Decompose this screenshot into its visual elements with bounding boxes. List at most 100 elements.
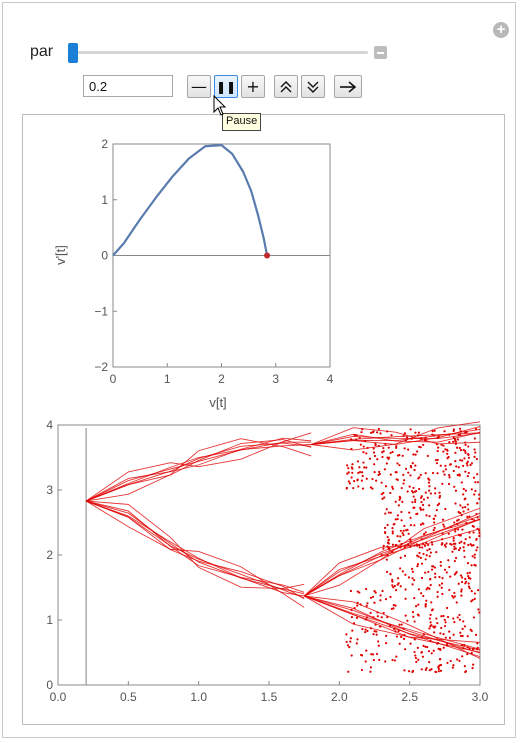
scatter-point	[443, 624, 447, 628]
scatter-point	[405, 436, 409, 439]
pause-button[interactable]: ❚❚	[214, 75, 238, 98]
scatter-point	[445, 571, 448, 574]
x-tick-label: 3	[272, 372, 279, 386]
scatter-point	[438, 575, 441, 579]
pause-icon: ❚❚	[215, 79, 237, 94]
slower-button[interactable]	[301, 75, 325, 98]
scatter-point	[360, 479, 363, 482]
scatter-point	[403, 479, 406, 482]
scatter-point	[478, 493, 481, 496]
scatter-point	[375, 431, 379, 434]
scatter-point	[452, 633, 455, 636]
plus-circle-icon[interactable]: +	[493, 22, 509, 38]
scatter-point	[458, 473, 461, 476]
scatter-point	[377, 644, 380, 647]
phase-portrait-chart: v[t] v'[t] 0 1 2 3 4 −2 −1 0 1 2	[53, 137, 334, 410]
scatter-point	[467, 456, 471, 459]
scatter-point	[444, 545, 447, 548]
minus-icon: —	[191, 77, 207, 96]
scatter-point	[365, 452, 368, 455]
decrement-button[interactable]: —	[187, 75, 211, 98]
scatter-point	[436, 590, 439, 594]
scatter-point	[347, 670, 350, 673]
scatter-point	[401, 531, 404, 535]
scatter-point	[474, 633, 478, 636]
scatter-point	[402, 637, 406, 640]
scatter-point	[387, 511, 390, 514]
scatter-point	[420, 651, 423, 654]
parameter-value-input[interactable]	[83, 75, 173, 97]
scatter-point	[358, 466, 361, 469]
x-tick-label: 1	[164, 372, 171, 386]
scatter-point	[372, 451, 376, 454]
scatter-point	[386, 430, 389, 433]
scatter-point	[391, 485, 394, 488]
scatter-point	[454, 530, 457, 533]
tooltip: Pause	[222, 113, 262, 131]
x-tick-label: 0.0	[50, 690, 67, 704]
scatter-point	[454, 528, 457, 531]
scatter-point	[404, 614, 407, 617]
faster-button[interactable]	[274, 75, 298, 98]
scatter-point	[418, 551, 421, 555]
scatter-point	[420, 636, 424, 639]
scatter-point	[414, 500, 417, 504]
scatter-point	[422, 498, 426, 501]
scatter-point	[466, 562, 470, 565]
scatter-point	[448, 474, 451, 477]
scatter-point	[371, 595, 375, 598]
increment-button[interactable]: +	[241, 75, 265, 98]
scatter-point	[415, 543, 418, 546]
scatter-point	[374, 623, 377, 626]
scatter-point	[424, 668, 427, 671]
scatter-point	[422, 522, 425, 525]
scatter-point	[389, 624, 392, 627]
scatter-point	[394, 604, 397, 607]
scatter-point	[424, 436, 427, 439]
scatter-point	[373, 470, 376, 474]
scatter-point	[459, 430, 462, 433]
scatter-point	[419, 556, 422, 559]
scatter-point	[391, 532, 394, 535]
scatter-point	[389, 511, 392, 514]
scatter-point	[408, 670, 411, 673]
scatter-point	[385, 634, 388, 638]
scatter-point	[384, 485, 388, 488]
scatter-point	[444, 636, 447, 639]
scatter-point	[381, 451, 384, 454]
scatter-point	[473, 553, 476, 556]
scatter-point	[419, 523, 423, 526]
collapse-controls-icon[interactable]	[374, 46, 387, 59]
scatter-point	[416, 434, 420, 437]
scatter-point	[402, 529, 405, 532]
scatter-point	[393, 659, 397, 662]
scatter-point	[461, 576, 464, 579]
scatter-point	[429, 551, 432, 554]
parameter-slider-thumb[interactable]	[68, 43, 78, 63]
scatter-point	[432, 565, 435, 568]
direction-button[interactable]	[334, 75, 362, 98]
scatter-point	[347, 480, 350, 483]
scatter-point	[443, 473, 446, 476]
scatter-point	[457, 466, 460, 469]
scatter-point	[467, 585, 471, 588]
scatter-point	[403, 633, 406, 637]
scatter-point	[391, 584, 394, 587]
scatter-point	[400, 486, 403, 490]
scatter-point	[463, 549, 466, 552]
scatter-point	[473, 597, 476, 600]
scatter-point	[422, 633, 425, 636]
scatter-point	[474, 489, 477, 492]
scatter-point	[448, 441, 451, 444]
scatter-point	[381, 497, 384, 500]
scatter-point	[441, 592, 444, 596]
scatter-point	[436, 595, 439, 598]
scatter-point	[415, 660, 418, 663]
parameter-slider-track[interactable]	[70, 51, 368, 54]
scatter-point	[416, 565, 419, 568]
scatter-point	[414, 654, 417, 657]
scatter-point	[420, 562, 424, 565]
scatter-point	[410, 489, 414, 493]
scatter-point	[469, 628, 472, 631]
scatter-point	[380, 493, 383, 496]
